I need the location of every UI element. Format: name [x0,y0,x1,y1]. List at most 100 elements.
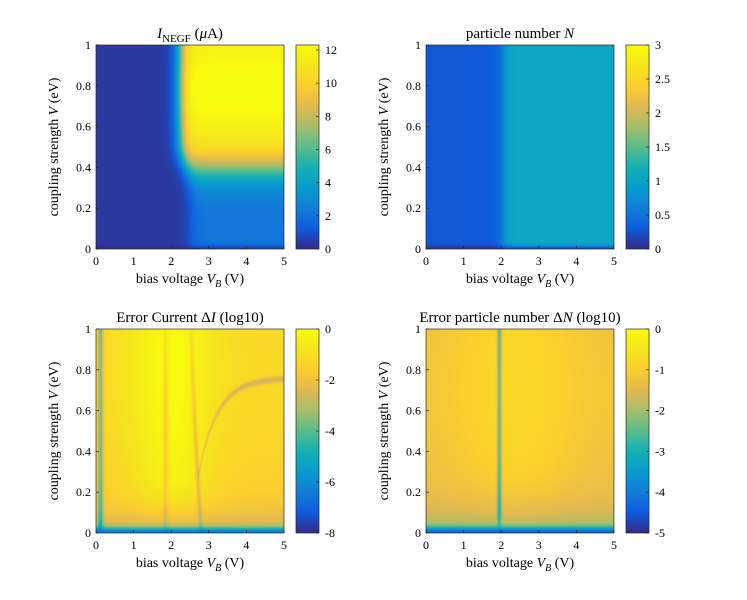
x-tick-label: 5 [281,254,287,268]
y-tick-label: 0.6 [76,120,91,134]
colorbar [296,329,319,533]
y-tick-label: 0.2 [406,485,421,499]
y-tick-label: 1 [85,38,91,52]
panel-3: 0 1 2 3 4 5 0 0.2 0.4 0.6 0.8 1 Error Current ΔI (lo… [47,310,335,574]
colorbar [626,45,649,249]
x-axis-label: bias voltage VB (V) [466,272,575,290]
y-axis-label: coupling strength V (eV) [47,361,62,500]
axes-frame [95,44,285,250]
y-tick-label: 1 [415,322,421,336]
y-tick-label: 1 [85,322,91,336]
x-tick-label: 4 [243,538,249,552]
colorbar-tick-label: 12 [325,43,337,57]
x-tick-label: 3 [206,538,212,552]
x-axis-label: bias voltage VB (V) [466,556,575,574]
x-tick-label: 4 [573,538,579,552]
colorbar-frame [295,44,320,250]
x-axis-label: bias voltage VB (V) [136,556,245,574]
x-tick-label: 4 [573,254,579,268]
colorbar-tick-label: -2 [655,404,665,418]
colorbar-tick-label: 0 [655,322,661,336]
x-tick-label: 2 [498,538,504,552]
colorbar [296,45,319,249]
axes-frame [425,44,615,250]
chart-title: particle number N [466,26,575,42]
colorbar-tick-label: 0.5 [655,208,670,222]
chart-title: INEGF (μA) [156,26,223,45]
x-tick-label: 5 [611,538,617,552]
x-tick-label: 3 [206,254,212,268]
y-tick-label: 0.2 [406,201,421,215]
x-axis-label: bias voltage VB (V) [136,272,245,290]
colorbar-tick-label: -5 [655,526,665,540]
colorbar-tick-label: -2 [325,373,335,387]
y-tick-label: 0.8 [406,363,421,377]
y-tick-label: 0 [85,526,91,540]
y-axis-label: coupling strength V (eV) [377,77,392,216]
x-tick-label: 0 [423,254,429,268]
y-axis-label: coupling strength V (eV) [47,77,62,216]
x-tick-label: 3 [536,254,542,268]
x-tick-label: 5 [281,538,287,552]
heatmap-image [96,45,284,249]
chart-title: Error Current ΔI (log10) [116,310,264,326]
axes-frame [425,328,615,534]
axes-frame [95,328,285,534]
colorbar-tick-label: 8 [325,109,331,123]
panel-2: 0 1 2 3 4 5 0 0.2 0.4 0.6 0.8 1 particle number N bia… [377,26,670,290]
colorbar-tick-label: -4 [655,485,665,499]
y-tick-label: 0.6 [406,404,421,418]
x-tick-label: 2 [168,538,174,552]
y-tick-label: 0 [85,242,91,256]
y-tick-label: 1 [415,38,421,52]
x-tick-label: 4 [243,254,249,268]
y-tick-label: 0.4 [406,444,421,458]
x-tick-label: 2 [498,254,504,268]
y-tick-label: 0.2 [76,485,91,499]
colorbar-tick-label: -1 [655,363,665,377]
y-tick-label: 0.2 [76,201,91,215]
colorbar [626,329,649,533]
x-tick-label: 1 [131,254,137,268]
colorbar-tick-label: 2.5 [655,72,670,86]
colorbar-tick-label: 0 [325,322,331,336]
y-tick-label: 0.4 [406,160,421,174]
x-tick-label: 3 [536,538,542,552]
y-tick-label: 0.6 [406,120,421,134]
chart-title: Error particle number ΔN (log10) [419,310,620,326]
y-tick-label: 0.8 [76,79,91,93]
x-tick-label: 0 [423,538,429,552]
y-tick-label: 0.8 [76,363,91,377]
x-tick-label: 1 [461,254,467,268]
colorbar-tick-label: 4 [325,176,331,190]
x-tick-label: 0 [93,254,99,268]
colorbar-tick-label: 0 [655,242,661,256]
colorbar-tick-label: 6 [325,142,331,156]
colorbar-tick-label: 10 [325,76,337,90]
y-tick-label: 0 [415,526,421,540]
heatmap-image [426,45,614,249]
colorbar-tick-label: -6 [325,475,335,489]
colorbar-tick-label: 2 [655,106,661,120]
y-tick-label: 0 [415,242,421,256]
x-tick-label: 1 [461,538,467,552]
colorbar-tick-label: -4 [325,424,335,438]
colorbar-tick-label: 3 [655,38,661,52]
colorbar-tick-label: 1.5 [655,140,670,154]
colorbar-tick-label: 2 [325,209,331,223]
heatmap-image [96,329,284,533]
x-tick-label: 0 [93,538,99,552]
x-tick-label: 5 [611,254,617,268]
colorbar-tick-label: 0 [325,242,331,256]
y-tick-label: 0.8 [406,79,421,93]
colorbar-tick-label: -3 [655,444,665,458]
x-tick-label: 1 [131,538,137,552]
colorbar-tick-label: -8 [325,526,335,540]
x-tick-label: 2 [168,254,174,268]
y-tick-label: 0.6 [76,404,91,418]
heatmap-image [426,329,614,533]
colorbar-frame [625,328,650,534]
